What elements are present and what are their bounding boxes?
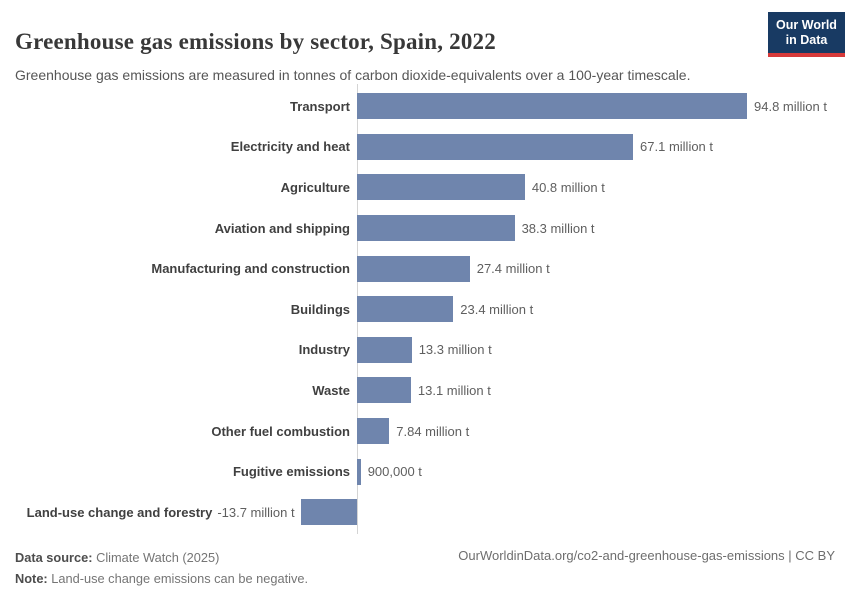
category-text: Buildings [290, 301, 350, 317]
category-text: Transport [290, 98, 350, 114]
bar-row: 13.3 million t Industry [0, 330, 850, 371]
bar[interactable] [357, 458, 361, 485]
value-label: 13.3 million t [418, 342, 492, 358]
bar[interactable] [300, 499, 357, 526]
owid-logo[interactable]: Our World in Data [768, 12, 845, 57]
value-label: 38.3 million t [521, 220, 595, 236]
category-text: Aviation and shipping [214, 220, 350, 236]
category-label: Fugitive emissions [0, 464, 350, 479]
data-source-line: Data source: Climate Watch (2025) [15, 547, 308, 568]
value-label: 900,000 t [367, 464, 422, 480]
category-text: Waste [312, 382, 350, 398]
category-label: Land-use change and forestry -13.7 millio… [0, 505, 295, 520]
bar[interactable] [357, 336, 412, 363]
footer-source-note: Data source: Climate Watch (2025) Note: … [15, 547, 308, 589]
value-label: 7.84 million t [396, 423, 470, 439]
category-text: Industry [298, 342, 350, 358]
category-text: Manufacturing and construction [151, 261, 350, 277]
data-source-value: Climate Watch (2025) [92, 550, 220, 565]
chart-subtitle: Greenhouse gas emissions are measured in… [15, 67, 691, 83]
category-label: Aviation and shipping [0, 221, 350, 236]
owid-logo-line1: Our World [776, 17, 837, 32]
category-label: Agriculture [0, 180, 350, 195]
bar[interactable] [357, 296, 454, 323]
value-label: -13.7 million t [217, 504, 295, 520]
bar[interactable] [357, 215, 515, 242]
bar-row: 38.3 million t Aviation and shipping [0, 208, 850, 249]
owid-logo-line2: in Data [785, 32, 828, 47]
category-label: Waste [0, 383, 350, 398]
category-text: Agriculture [280, 179, 350, 195]
bar-row: 40.8 million t Agriculture [0, 167, 850, 208]
note-value: Land-use change emissions can be negativ… [47, 571, 309, 587]
bar-row: 94.8 million t Transport [0, 86, 850, 127]
bar[interactable] [357, 418, 390, 445]
category-label: Transport [0, 99, 350, 114]
bar-row: Land-use change and forestry -13.7 millio… [0, 492, 850, 533]
category-label: Manufacturing and construction [0, 261, 350, 276]
value-label: 94.8 million t [754, 98, 827, 114]
value-label: 67.1 million t [640, 139, 714, 155]
bar-row: 23.4 million t Buildings [0, 289, 850, 330]
bar-chart: 94.8 million t Transport 67.1 million t Ele… [0, 84, 850, 534]
value-label: 40.8 million t [531, 179, 605, 195]
note-label: Note: [15, 571, 48, 587]
bar-row: 900,000 t Fugitive emissions [0, 451, 850, 492]
bar[interactable] [357, 93, 747, 120]
category-text: Land-use change and forestry [26, 504, 213, 520]
bar-row: 67.1 million t Electricity and heat [0, 127, 850, 168]
bar-row: 13.1 million t Waste [0, 370, 850, 411]
category-label: Other fuel combustion [0, 424, 350, 439]
bar[interactable] [357, 255, 470, 282]
category-text: Electricity and heat [230, 139, 350, 155]
bar-row: 27.4 million t Manufacturing and construc… [0, 248, 850, 289]
category-label: Industry [0, 342, 350, 357]
bar[interactable] [357, 174, 525, 201]
category-label: Electricity and heat [0, 139, 350, 154]
value-label: 13.1 million t [417, 382, 491, 398]
bar-row: 7.84 million t Other fuel combustion [0, 411, 850, 452]
category-label: Buildings [0, 302, 350, 317]
page-title: Greenhouse gas emissions by sector, Spai… [15, 29, 496, 55]
category-text: Other fuel combustion [211, 423, 350, 439]
citation-link[interactable]: OurWorldinData.org/co2-and-greenhouse-ga… [458, 548, 835, 563]
category-text: Fugitive emissions [232, 464, 350, 480]
bar[interactable] [357, 377, 411, 404]
note-line: Note: Land-use change emissions can be n… [15, 568, 308, 589]
data-source-label: Data source: [15, 550, 93, 565]
bar[interactable] [357, 133, 634, 160]
value-label: 23.4 million t [460, 301, 534, 317]
value-label: 27.4 million t [476, 261, 550, 277]
